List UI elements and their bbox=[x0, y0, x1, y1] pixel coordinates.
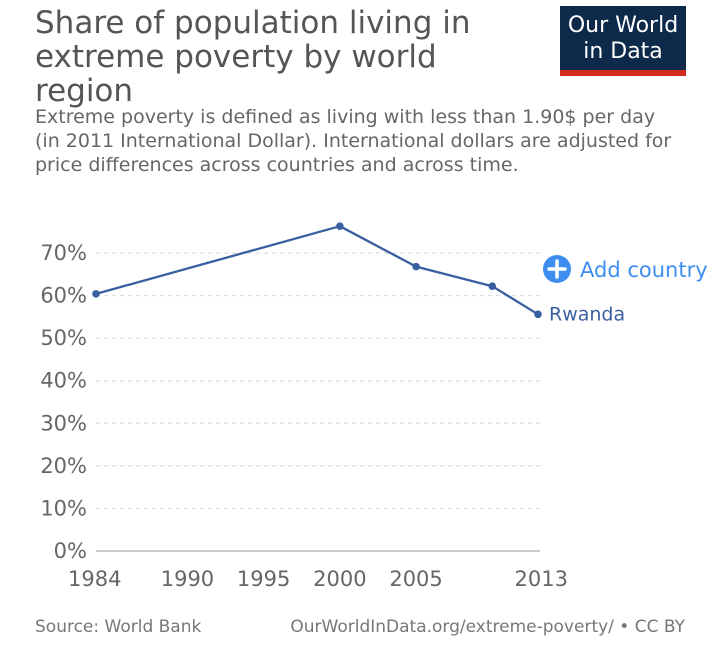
chart-subtitle: Extreme poverty is defined as living wit… bbox=[35, 106, 672, 176]
x-tick-label: 2005 bbox=[389, 567, 442, 591]
chart-title: Share of population living in extreme po… bbox=[35, 5, 471, 109]
add-country-button[interactable]: Add country bbox=[543, 255, 708, 283]
logo-line-1: Our World bbox=[567, 13, 679, 38]
data-point bbox=[534, 310, 542, 319]
x-axis-ticks: 1984 1990 1995 2000 2005 2013 bbox=[68, 567, 568, 591]
logo-line-2: in Data bbox=[583, 39, 663, 64]
series-layer: Rwanda bbox=[92, 222, 625, 325]
x-tick-label: 1984 bbox=[68, 567, 121, 591]
data-point bbox=[336, 222, 344, 230]
y-tick-label: 30% bbox=[40, 411, 87, 435]
x-tick-label: 1995 bbox=[237, 567, 290, 591]
data-point bbox=[412, 262, 420, 271]
source-link[interactable]: OurWorldInData.org/extreme-poverty/ • CC… bbox=[290, 617, 685, 637]
grid-lines bbox=[96, 252, 540, 552]
x-tick-label: 1990 bbox=[161, 567, 214, 591]
data-point bbox=[92, 290, 100, 298]
series-line bbox=[95, 225, 539, 316]
x-tick-label: 2000 bbox=[313, 567, 366, 591]
y-tick-label: 0% bbox=[54, 539, 87, 563]
plus-icon bbox=[547, 259, 567, 279]
owid-logo[interactable]: Our World in Data bbox=[560, 6, 686, 76]
add-country-label: Add country bbox=[580, 258, 708, 282]
y-tick-label: 10% bbox=[40, 496, 87, 520]
y-tick-label: 20% bbox=[40, 454, 87, 478]
y-tick-label: 50% bbox=[40, 326, 87, 350]
y-tick-label: 60% bbox=[40, 284, 87, 308]
y-tick-label: 40% bbox=[40, 369, 87, 393]
y-axis-ticks: 0% 10% 20% 30% 40% 50% 60% 70% bbox=[40, 241, 87, 563]
series-label: Rwanda bbox=[549, 303, 625, 325]
data-point bbox=[488, 282, 497, 291]
y-tick-label: 70% bbox=[40, 241, 87, 265]
source-note: Source: World Bank bbox=[35, 617, 202, 637]
x-tick-label: 2013 bbox=[515, 567, 568, 591]
